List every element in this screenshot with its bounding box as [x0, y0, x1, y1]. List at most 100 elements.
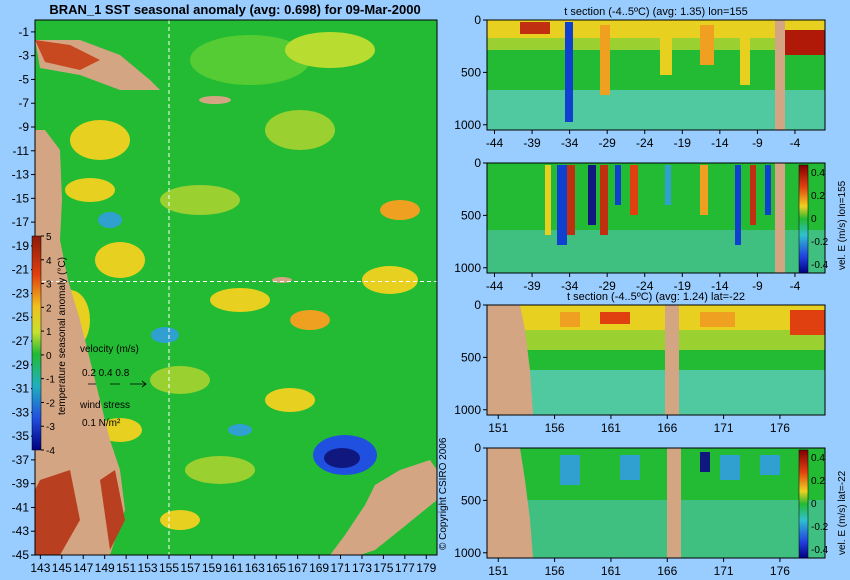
section-b-colorbar [798, 164, 809, 274]
section-colorbar-tick-label: 0.2 [811, 191, 825, 202]
section-y-tick-label: 1000 [454, 546, 481, 560]
map-y-tick-label: -1 [18, 25, 29, 39]
map-y-tick-label: -15 [12, 191, 30, 205]
map-x-tick-label: 175 [373, 561, 393, 575]
section-y-tick-label: 500 [461, 65, 481, 79]
sst-colorbar-tick-label: 3 [46, 280, 52, 291]
section-d-land-west [487, 448, 533, 558]
section-d-patches [487, 448, 825, 558]
section-y-tick-label: 1000 [454, 261, 481, 275]
section-x-tick-label: 156 [545, 421, 565, 435]
map-x-tick-label: 179 [416, 561, 436, 575]
map-x-tick-label: 151 [116, 561, 136, 575]
section-x-tick-label: -34 [561, 136, 579, 150]
section-x-tick-label: 171 [714, 564, 734, 578]
map-y-tick-label: -33 [12, 405, 30, 419]
section-x-tick-label: -9 [752, 136, 763, 150]
map-y-tick-label: -45 [12, 548, 30, 562]
section-x-tick-label: 161 [601, 564, 621, 578]
section-lon155-temp: t section (-4..5ºC) (avg: 1.35) lon=155 … [454, 6, 826, 150]
wind-legend-value: 0.1 N/m² [82, 418, 121, 429]
sst-anomaly-patches [35, 32, 437, 555]
sst-colorbar: 5 4 3 2 1 0 -1 -2 -3 -4 temperature seasonal anom… [31, 232, 68, 457]
section-c-land-mid [665, 305, 679, 415]
land-new-caledonia [272, 277, 292, 283]
section-y-tick-label: 0 [474, 156, 481, 170]
section-c-title: t section (-4..5ºC) (avg: 1.24) lat=-22 [567, 291, 745, 303]
map-x-tick-label: 143 [30, 561, 50, 575]
map-x-tick-label: 171 [331, 561, 351, 575]
section-x-tick-label: -14 [711, 136, 729, 150]
section-colorbar-tick-label: -0.4 [811, 545, 829, 556]
section-x-tick-label: -29 [599, 279, 617, 293]
map-y-tick-label: -25 [12, 310, 30, 324]
section-d-land-mid [667, 448, 681, 558]
wind-legend-label: wind stress [79, 400, 130, 411]
section-y-tick-label: 0 [474, 13, 481, 27]
section-colorbar-tick-label: -0.4 [811, 260, 829, 271]
section-lat22-velocity: 151 156 161 166 171 176 0 500 1000 0.4 0.2 0 -0.2 -0… [454, 441, 848, 578]
velocity-legend-label: velocity (m/s) [80, 344, 139, 355]
map-x-tick-label: 155 [159, 561, 179, 575]
section-a-land [775, 20, 785, 130]
sst-colorbar-tick-label: -3 [46, 422, 55, 433]
section-a-patches [487, 20, 825, 130]
section-x-tick-label: -44 [486, 136, 504, 150]
map-y-tick-label: -29 [12, 358, 30, 372]
section-lat22-temp: t section (-4..5ºC) (avg: 1.24) lat=-22 … [454, 291, 826, 435]
velocity-legend-values: 0.2 0.4 0.8 [82, 368, 130, 379]
map-y-tick-label: -9 [18, 120, 29, 134]
map-x-tick-label: 177 [395, 561, 415, 575]
map-y-tick-label: -19 [12, 239, 30, 253]
map-x-tick-label: 163 [245, 561, 265, 575]
section-y-tick-label: 500 [461, 350, 481, 364]
section-colorbar-tick-label: 0.2 [811, 476, 825, 487]
sst-colorbar-tick-label: 4 [46, 256, 52, 267]
sst-map-panel: -1-3-5-7-9-11-13-15-17-19-21-23-25-27-29… [12, 19, 438, 575]
section-x-tick-label: 151 [488, 421, 508, 435]
vector-legend: velocity (m/s) 0.2 0.4 0.8 wind stress 0… [79, 344, 147, 429]
section-x-tick-label: -19 [674, 279, 692, 293]
map-title: BRAN_1 SST seasonal anomaly (avg: 0.698)… [49, 2, 420, 17]
map-x-tick-label: 149 [95, 561, 115, 575]
section-c-land-west [487, 305, 533, 415]
map-x-tick-label: 169 [309, 561, 329, 575]
section-a-title: t section (-4..5ºC) (avg: 1.35) lon=155 [564, 6, 747, 18]
map-x-tick-label: 147 [73, 561, 93, 575]
sst-colorbar-tick-label: -4 [46, 446, 55, 457]
section-x-tick-label: 176 [770, 421, 790, 435]
map-x-tick-label: 159 [202, 561, 222, 575]
section-x-tick-label: -4 [790, 136, 801, 150]
section-c-ticks: 151 156 161 166 171 176 0 500 1000 [454, 298, 790, 435]
land-australia [35, 130, 125, 555]
sst-colorbar-tick-label: 0 [46, 351, 52, 362]
sst-colorbar-label: temperature seasonal anomaly (°C) [57, 257, 68, 415]
section-a-frame [486, 19, 826, 131]
section-x-tick-label: -24 [636, 136, 654, 150]
section-x-tick-label: -19 [674, 136, 692, 150]
section-x-tick-label: -14 [711, 279, 729, 293]
section-x-tick-label: -39 [523, 279, 541, 293]
section-b-frame [486, 162, 826, 274]
velocity-legend-arrows [88, 380, 147, 388]
sst-colorbar-bar [31, 235, 42, 451]
section-colorbar-tick-label: -0.2 [811, 522, 829, 533]
map-y-tick-label: -7 [18, 96, 29, 110]
map-y-tick-label: -27 [12, 334, 30, 348]
map-y-tick-label: -11 [13, 144, 30, 158]
section-b-ticks: -44 -39 -34 -29 -24 -19 -14 -9 -4 0 500 1000 [454, 156, 800, 293]
land-solomons [199, 96, 231, 104]
map-x-tick-label: 145 [52, 561, 72, 575]
section-x-tick-label: -34 [561, 279, 579, 293]
section-x-tick-label: 161 [601, 421, 621, 435]
section-colorbar-tick-label: 0.4 [811, 168, 825, 179]
sst-colorbar-tick-label: 2 [46, 303, 52, 314]
section-y-tick-label: 0 [474, 298, 481, 312]
map-y-ticks: -1 -3 -5 -7 -9 -11 -13 -15 -17 -19 -21 -23 -25 -27 -29… [12, 25, 35, 562]
section-c-frame [486, 304, 826, 416]
section-x-tick-label: -24 [636, 279, 654, 293]
sst-colorbar-tick-label: 1 [46, 327, 52, 338]
section-x-tick-label: 176 [770, 564, 790, 578]
sst-colorbar-tick-label: -1 [46, 375, 55, 386]
